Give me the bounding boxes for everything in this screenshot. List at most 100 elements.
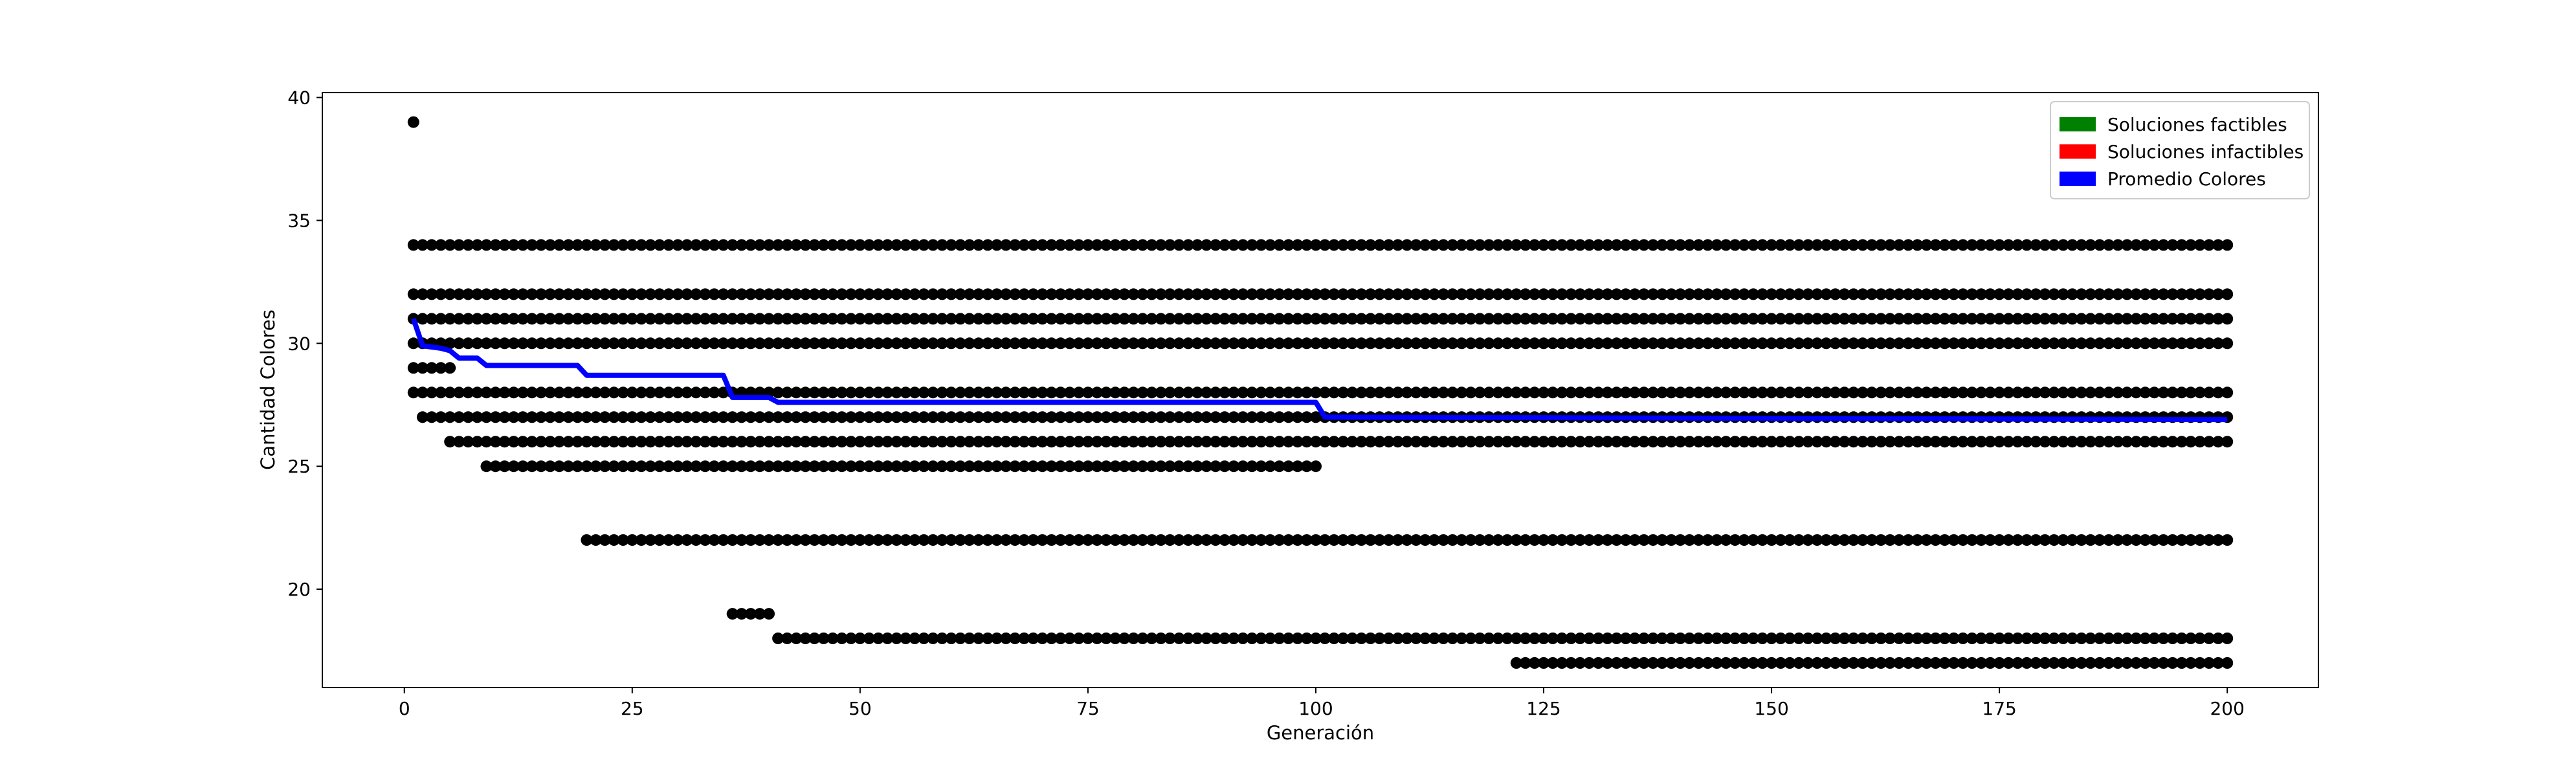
- scatter-point: [1647, 386, 1659, 399]
- scatter-point: [1720, 534, 1732, 546]
- scatter-point: [991, 633, 1003, 644]
- scatter-point: [1683, 288, 1696, 300]
- scatter-point: [1027, 436, 1039, 448]
- scatter-point: [590, 534, 602, 546]
- scatter-point: [1793, 386, 1805, 399]
- scatter-point: [753, 608, 766, 620]
- scatter-point: [2175, 436, 2188, 448]
- scatter-point: [1109, 288, 1122, 300]
- scatter-point: [717, 411, 729, 423]
- scatter-point: [1757, 313, 1768, 325]
- scatter-point: [1036, 337, 1049, 350]
- scatter-point: [1063, 313, 1076, 325]
- scatter-point: [1428, 534, 1440, 546]
- scatter-point: [1273, 633, 1285, 644]
- scatter-point: [544, 239, 557, 251]
- scatter-point: [1127, 436, 1140, 448]
- scatter-point: [790, 239, 803, 251]
- scatter-point: [808, 534, 821, 546]
- scatter-point: [1638, 239, 1650, 251]
- scatter-point: [1072, 313, 1085, 325]
- scatter-point: [1100, 288, 1113, 300]
- scatter-point: [1775, 386, 1787, 399]
- scatter-point: [681, 436, 693, 448]
- scatter-point: [1027, 534, 1039, 546]
- scatter-point: [2039, 239, 2051, 251]
- scatter-point: [735, 534, 748, 546]
- scatter-point: [882, 386, 894, 399]
- scatter-point: [654, 436, 665, 448]
- scatter-point: [2012, 386, 2024, 399]
- scatter-point: [1109, 337, 1122, 350]
- scatter-point: [799, 534, 812, 546]
- scatter-point: [1219, 460, 1231, 473]
- scatter-point: [1528, 436, 1540, 448]
- scatter-point: [1210, 633, 1222, 644]
- scatter-point: [1210, 288, 1222, 300]
- scatter-point: [1182, 337, 1194, 350]
- scatter-point: [1219, 436, 1231, 448]
- scatter-point: [663, 460, 675, 473]
- scatter-point: [1574, 436, 1586, 448]
- scatter-point: [1483, 386, 1495, 399]
- scatter-point: [1875, 534, 1887, 546]
- scatter-point: [1911, 337, 1924, 350]
- scatter-point: [1875, 313, 1887, 325]
- scatter-point: [2157, 239, 2170, 251]
- scatter-point: [672, 460, 684, 473]
- scatter-point: [1884, 239, 1896, 251]
- scatter-point: [626, 386, 638, 399]
- scatter-point: [1137, 386, 1149, 399]
- scatter-point: [1838, 288, 1850, 300]
- scatter-point: [1738, 633, 1750, 644]
- scatter-point: [1601, 436, 1614, 448]
- scatter-point: [2175, 534, 2188, 546]
- scatter-point: [1501, 313, 1513, 325]
- scatter-point: [1856, 436, 1869, 448]
- scatter-point: [900, 534, 912, 546]
- scatter-point: [2030, 657, 2042, 669]
- scatter-point: [1647, 436, 1659, 448]
- scatter-point: [863, 288, 875, 300]
- scatter-point: [1419, 288, 1431, 300]
- scatter-point: [1811, 633, 1823, 644]
- scatter-point: [1155, 436, 1167, 448]
- scatter-point: [1574, 239, 1586, 251]
- scatter-point: [717, 337, 729, 350]
- scatter-point: [1091, 337, 1103, 350]
- scatter-point: [991, 386, 1003, 399]
- scatter-point: [1538, 337, 1549, 350]
- scatter-point: [1072, 534, 1085, 546]
- scatter-point: [1829, 386, 1841, 399]
- scatter-point: [1948, 657, 1960, 669]
- scatter-point: [845, 288, 857, 300]
- scatter-point: [918, 337, 930, 350]
- scatter-point: [1984, 534, 1996, 546]
- scatter-point: [2084, 313, 2096, 325]
- scatter-point: [2157, 436, 2170, 448]
- scatter-point: [1738, 386, 1750, 399]
- scatter-point: [744, 239, 757, 251]
- scatter-point: [2066, 436, 2078, 448]
- scatter-point: [872, 633, 884, 644]
- scatter-point: [808, 239, 821, 251]
- scatter-point: [1984, 657, 1996, 669]
- scatter-point: [1210, 313, 1222, 325]
- scatter-point: [2166, 657, 2179, 669]
- scatter-point: [635, 288, 647, 300]
- scatter-point: [845, 313, 857, 325]
- scatter-point: [1474, 337, 1486, 350]
- scatter-point: [1364, 534, 1377, 546]
- scatter-point: [1191, 436, 1203, 448]
- scatter-point: [1975, 239, 1987, 251]
- scatter-point: [553, 460, 566, 473]
- scatter-point: [2139, 239, 2151, 251]
- scatter-point: [781, 633, 794, 644]
- scatter-point: [836, 337, 848, 350]
- scatter-point: [1401, 633, 1413, 644]
- scatter-point: [1118, 460, 1131, 473]
- scatter-point: [1255, 288, 1267, 300]
- scatter-point: [726, 239, 738, 251]
- scatter-point: [1683, 313, 1696, 325]
- scatter-point: [1300, 436, 1313, 448]
